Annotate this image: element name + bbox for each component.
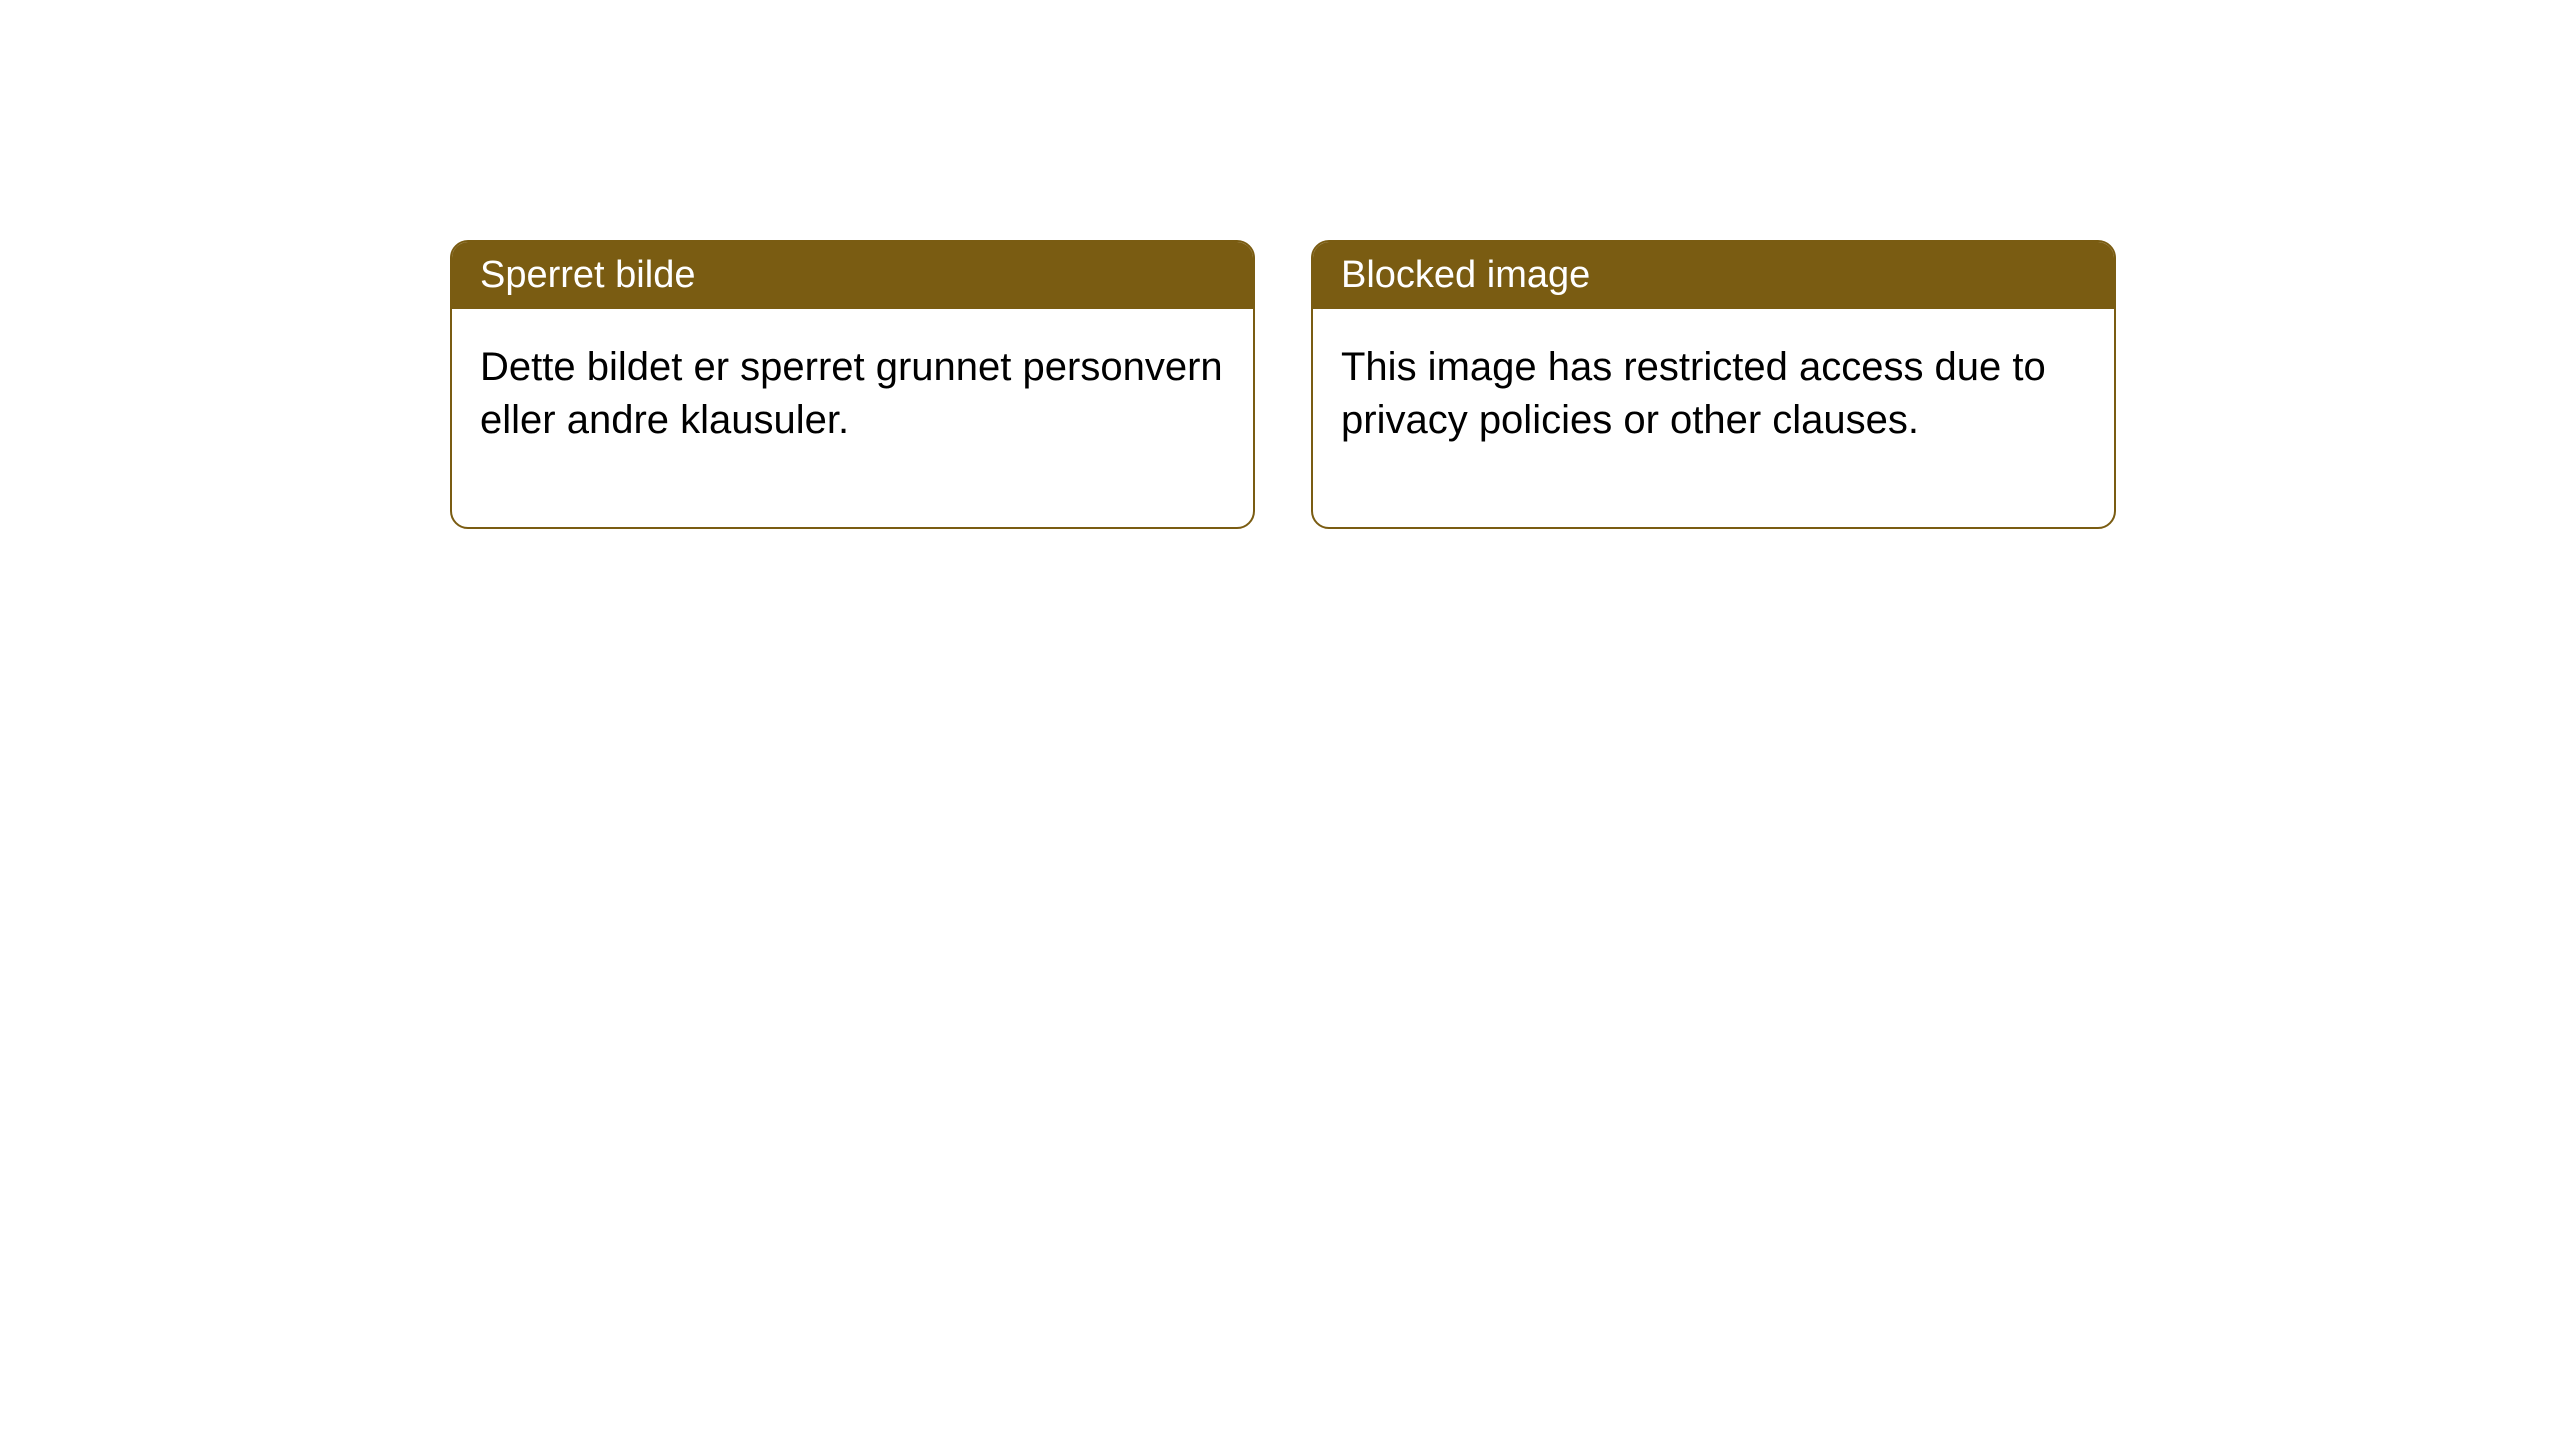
notice-body-norwegian: Dette bildet er sperret grunnet personve… bbox=[452, 309, 1253, 527]
notice-card-norwegian: Sperret bilde Dette bildet er sperret gr… bbox=[450, 240, 1255, 529]
notice-title-english: Blocked image bbox=[1313, 242, 2114, 309]
notice-container: Sperret bilde Dette bildet er sperret gr… bbox=[0, 0, 2560, 529]
notice-body-english: This image has restricted access due to … bbox=[1313, 309, 2114, 527]
notice-card-english: Blocked image This image has restricted … bbox=[1311, 240, 2116, 529]
notice-title-norwegian: Sperret bilde bbox=[452, 242, 1253, 309]
